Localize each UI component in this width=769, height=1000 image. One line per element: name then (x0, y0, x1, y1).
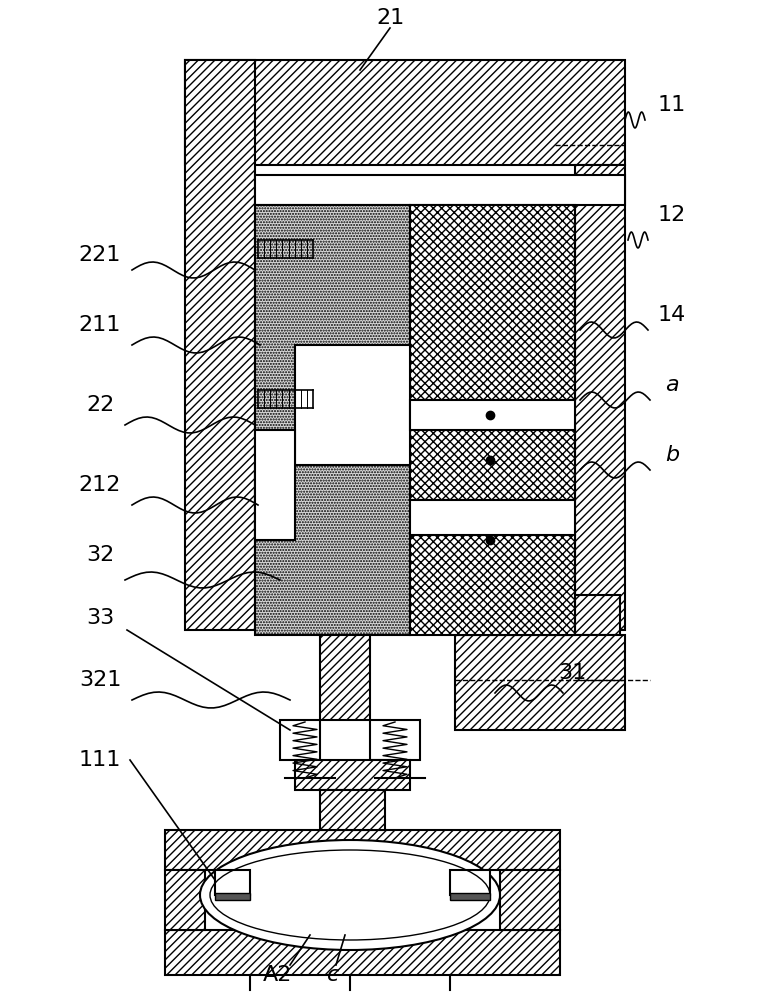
Text: a: a (665, 375, 679, 395)
Text: 33: 33 (86, 608, 114, 628)
Text: 12: 12 (657, 205, 686, 225)
Polygon shape (185, 60, 255, 630)
Polygon shape (255, 205, 410, 430)
Polygon shape (165, 870, 205, 930)
Polygon shape (295, 345, 410, 465)
Polygon shape (410, 430, 575, 500)
Polygon shape (450, 870, 490, 895)
Polygon shape (215, 870, 250, 895)
Polygon shape (295, 760, 410, 790)
Polygon shape (455, 635, 625, 730)
Text: 22: 22 (86, 395, 114, 415)
Polygon shape (255, 465, 410, 635)
Polygon shape (165, 830, 560, 870)
Polygon shape (410, 205, 575, 400)
Text: 31: 31 (558, 663, 586, 683)
Polygon shape (370, 720, 420, 760)
Polygon shape (450, 893, 490, 900)
Polygon shape (410, 535, 575, 635)
Text: 21: 21 (376, 8, 404, 28)
Text: 321: 321 (78, 670, 122, 690)
Polygon shape (320, 635, 370, 720)
Polygon shape (410, 500, 575, 535)
Text: A2: A2 (263, 965, 293, 985)
Text: b: b (665, 445, 679, 465)
Text: 14: 14 (657, 305, 686, 325)
Polygon shape (215, 893, 250, 900)
Polygon shape (575, 595, 620, 635)
Polygon shape (165, 930, 560, 975)
Text: c: c (327, 965, 339, 985)
Polygon shape (255, 175, 625, 205)
Polygon shape (255, 430, 295, 540)
Text: 211: 211 (78, 315, 122, 335)
Polygon shape (410, 400, 575, 430)
Polygon shape (280, 720, 320, 760)
Polygon shape (500, 870, 560, 930)
Ellipse shape (200, 840, 500, 950)
Text: 212: 212 (78, 475, 122, 495)
Text: 11: 11 (657, 95, 686, 115)
Text: 32: 32 (86, 545, 114, 565)
Text: 221: 221 (78, 245, 122, 265)
Text: 111: 111 (78, 750, 122, 770)
Polygon shape (185, 60, 625, 165)
Polygon shape (575, 165, 625, 630)
Polygon shape (320, 790, 385, 830)
